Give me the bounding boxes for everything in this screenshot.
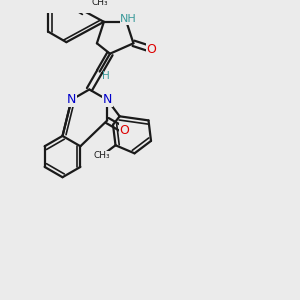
Text: O: O — [119, 124, 129, 137]
Text: NH: NH — [120, 14, 137, 24]
Text: O: O — [146, 43, 156, 56]
Text: CH₃: CH₃ — [93, 151, 110, 160]
Text: N: N — [103, 93, 112, 106]
Text: N: N — [67, 93, 76, 106]
Text: CH₃: CH₃ — [91, 0, 108, 7]
Text: H: H — [102, 71, 110, 81]
